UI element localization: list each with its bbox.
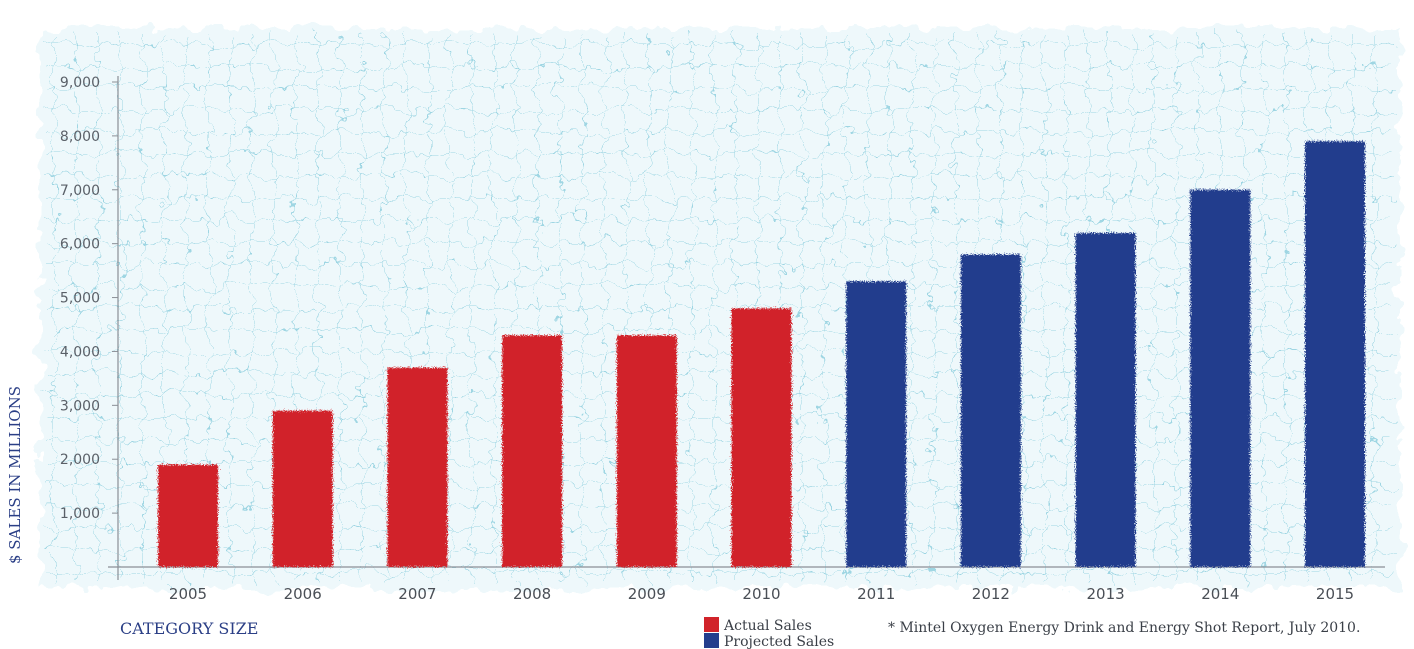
bar-2013	[1075, 232, 1136, 567]
y-ticks: 1,000 2,000 3,000 4,000 5,000 6,000 7,000 8,000…	[60, 75, 118, 522]
legend-swatch-projected	[704, 633, 719, 648]
y-tick-label: 7,000	[60, 183, 100, 199]
bar-2011	[846, 281, 907, 567]
graph-paper	[40, 28, 1400, 588]
x-tick-label: 2006	[284, 585, 322, 603]
footnote: * Mintel Oxygen Energy Drink and Energy …	[888, 620, 1360, 636]
x-tick-label: 2015	[1316, 585, 1354, 603]
y-tick-label: 1,000	[60, 506, 100, 522]
legend: Actual Sales Projected Sales	[704, 617, 834, 649]
y-tick-label: 2,000	[60, 452, 100, 468]
bar-2014	[1190, 189, 1251, 567]
bar-2012	[960, 254, 1021, 567]
x-axis-title: CATEGORY SIZE	[120, 619, 258, 638]
x-tick-label: 2012	[972, 585, 1010, 603]
x-tick-label: 2005	[169, 585, 207, 603]
x-tick-label: 2010	[742, 585, 780, 603]
legend-swatch-actual	[704, 617, 719, 632]
grid-lines	[46, 34, 1394, 582]
x-tick-label: 2013	[1087, 585, 1125, 603]
x-tick-label: 2008	[513, 585, 551, 603]
x-ticks: 2005 2006 2007 2008 2009 2010 2011 2012 2013 2014…	[169, 585, 1354, 603]
bar-2007	[387, 367, 448, 567]
y-axis-title: $ SALES IN MILLIONS	[6, 386, 24, 564]
x-tick-label: 2007	[398, 585, 436, 603]
bar-2015	[1305, 141, 1365, 567]
bar-2010	[731, 308, 792, 567]
y-tick-label: 4,000	[60, 344, 100, 360]
y-tick-label: 8,000	[60, 129, 100, 145]
x-tick-label: 2014	[1201, 585, 1239, 603]
bar-2005	[158, 464, 218, 567]
y-tick-label: 9,000	[60, 75, 100, 91]
y-tick-label: 3,000	[60, 398, 100, 414]
bar-2008	[502, 335, 563, 567]
legend-label-actual: Actual Sales	[723, 618, 812, 634]
bar-2009	[616, 335, 677, 567]
x-tick-label: 2009	[628, 585, 666, 603]
x-tick-label: 2011	[857, 585, 895, 603]
bars	[158, 141, 1365, 567]
y-tick-label: 6,000	[60, 237, 100, 253]
bar-2006	[272, 410, 333, 567]
legend-label-projected: Projected Sales	[724, 634, 834, 649]
y-tick-label: 5,000	[60, 291, 100, 307]
